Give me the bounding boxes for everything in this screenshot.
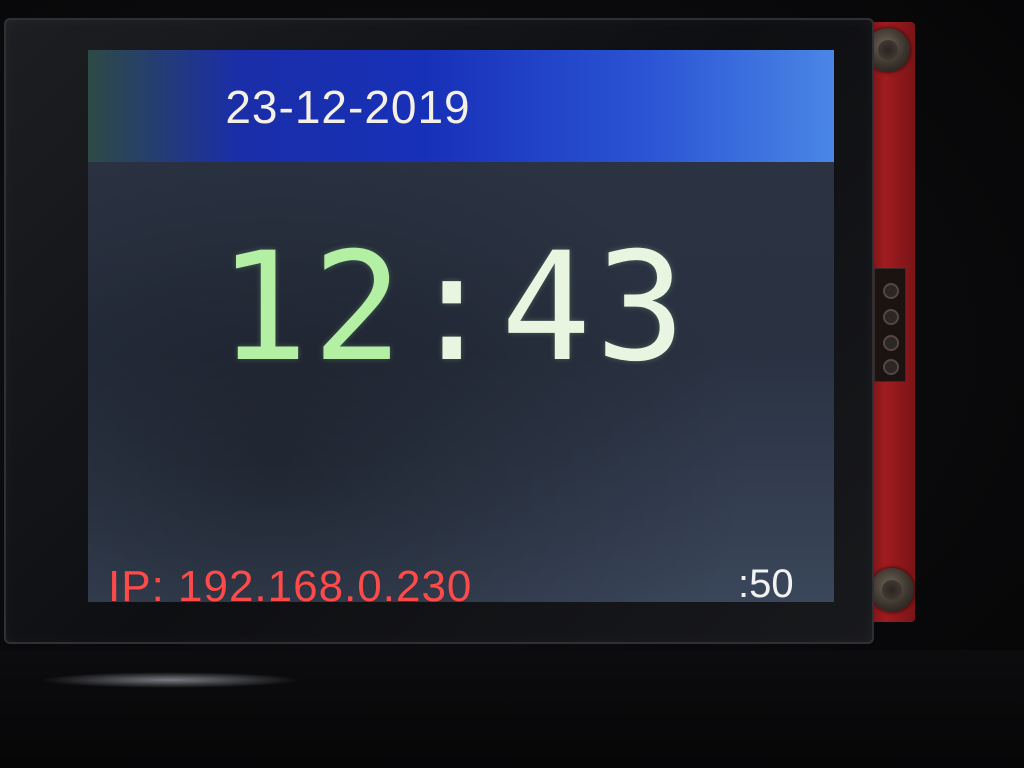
date-label: 23-12-2019 — [225, 81, 471, 133]
light-reflection — [40, 672, 300, 688]
seconds-label: :50 — [738, 562, 794, 602]
header-pin — [883, 359, 899, 375]
header-pin — [883, 309, 899, 325]
header-pin — [883, 335, 899, 351]
date-bar: 23-12-2019 — [88, 50, 834, 162]
pin-header — [874, 268, 906, 382]
clock-minutes: 43 — [500, 221, 690, 395]
ip-address-label: IP: 192.168.0.230 — [108, 562, 473, 602]
shelf-surface — [0, 650, 1024, 768]
clock-time: 12:43 — [218, 218, 718, 398]
mounting-screw-bottom — [870, 568, 914, 612]
lcd-screen: 23-12-2019 12:43 IP: 192.168.0.230 :50 — [88, 50, 834, 602]
header-pin — [883, 283, 899, 299]
clock-hours: 12 — [218, 221, 407, 395]
clock-separator: : — [406, 221, 501, 395]
